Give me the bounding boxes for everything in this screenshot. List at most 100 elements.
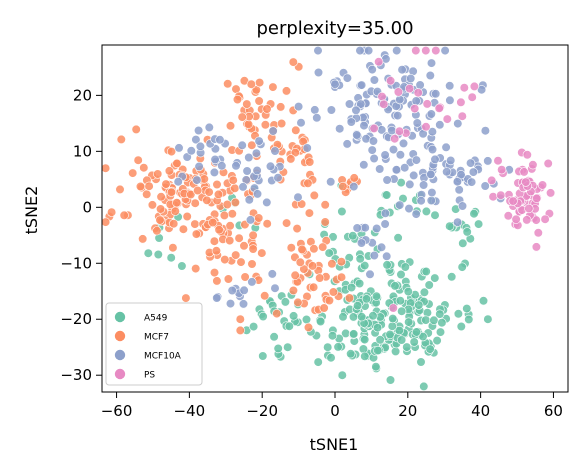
scatter-point-a549 [375,335,385,345]
scatter-point-mcf7 [182,211,192,222]
scatter-point-a549 [435,309,445,319]
scatter-point-mcf10a [387,125,397,136]
scatter-point-mcf10a [313,67,324,78]
scatter-point-mcf10a [419,180,429,190]
ticks-layer: −60 −40 −20 0 20 40 60 −30 −20 −10 0 10 20 [60,86,563,420]
scatter-point-mcf7 [214,225,224,235]
scatter-point-mcf7 [225,221,235,231]
scatter-point-mcf10a [174,143,184,153]
scatter-point-a549 [324,248,334,258]
scatter-point-a549 [396,269,406,280]
scatter-point-mcf7 [220,255,230,265]
scatter-point-mcf10a [352,223,362,233]
scatter-point-ps [522,150,532,160]
scatter-point-mcf7 [315,273,325,283]
scatter-point-mcf7 [288,57,298,67]
scatter-point-a549 [357,312,367,322]
scatter-point-mcf7 [168,243,178,253]
scatter-point-mcf10a [217,161,227,171]
scatter-point-a549 [382,190,392,200]
scatter-point-mcf10a [380,208,391,218]
scatter-point-a549 [453,309,464,319]
scatter-point-a549 [361,294,372,304]
scatter-point-mcf10a [446,155,456,166]
scatter-point-mcf10a [296,118,306,128]
scatter-point-mcf7 [202,195,212,205]
scatter-point-mcf7 [116,134,126,144]
scatter-point-mcf10a [393,110,403,121]
scatter-point-a549 [447,272,457,282]
legend-label-ps: PS [144,371,155,381]
scatter-point-mcf7 [138,234,148,244]
scatter-point-mcf7 [242,99,252,109]
scatter-point-mcf10a [215,135,225,145]
legend-label-mcf7: MCF7 [144,333,169,343]
scatter-point-a549 [323,342,333,352]
scatter-point-mcf10a [397,65,407,75]
scatter-point-mcf10a [360,223,370,233]
scatter-point-a549 [478,296,489,306]
scatter-point-a549 [360,261,370,271]
scatter-point-a549 [327,331,338,341]
scatter-point-mcf10a [426,58,437,68]
scatter-point-mcf10a [467,177,477,187]
scatter-point-mcf10a [426,195,436,206]
scatter-point-mcf7 [227,209,237,219]
scatter-point-mcf10a [441,142,451,152]
scatter-point-mcf7 [153,169,163,179]
scatter-point-mcf10a [238,182,248,192]
scatter-point-mcf10a [375,164,385,174]
scatter-point-mcf10a [392,45,402,56]
scatter-point-mcf7 [232,94,243,105]
scatter-point-mcf7 [190,219,200,229]
scatter-point-a549 [289,311,299,321]
scatter-point-a549 [390,281,400,291]
scatter-point-mcf7 [297,244,307,254]
scatter-point-a549 [273,343,283,354]
scatter-point-mcf10a [242,166,252,176]
scatter-point-a549 [469,209,479,219]
scatter-point-mcf10a [400,163,410,173]
scatter-point-a549 [462,304,472,314]
scatter-point-mcf10a [352,130,362,140]
scatter-point-mcf10a [367,145,377,155]
scatter-point-mcf10a [369,153,379,164]
scatter-point-ps [543,158,553,169]
legend-box [105,302,203,386]
scatter-point-mcf7 [303,178,313,188]
scatter-point-mcf7 [262,219,272,229]
scatter-point-a549 [414,300,424,310]
x-axis-label: tSNE1 [310,435,359,454]
scatter-point-mcf7 [282,218,292,228]
points-layer [100,45,556,392]
scatter-point-a549 [348,312,359,322]
scatter-point-mcf7 [204,187,214,197]
scatter-point-mcf7 [212,276,222,286]
scatter-point-ps [374,57,384,67]
scatter-point-mcf10a [342,73,353,83]
scatter-point-a549 [284,321,294,331]
scatter-point-ps [488,192,498,202]
scatter-point-mcf10a [382,251,392,261]
scatter-point-a549 [464,314,474,325]
scatter-point-a549 [435,327,446,337]
scatter-point-ps [522,215,532,225]
scatter-point-mcf10a [349,182,359,192]
scatter-point-mcf7 [191,264,201,274]
scatter-point-mcf10a [254,136,264,146]
scatter-point-mcf7 [219,210,229,220]
scatter-point-ps [531,215,541,225]
legend-label-a549: A549 [144,314,168,324]
x-tick-label: −40 [174,402,206,420]
scatter-point-mcf7 [318,242,328,252]
scatter-point-mcf7 [255,77,265,88]
scatter-point-a549 [395,296,405,306]
scatter-point-mcf10a [369,250,379,261]
scatter-point-mcf10a [335,124,345,134]
scatter-point-mcf10a [398,138,409,148]
scatter-point-mcf7 [262,104,272,114]
y-tick-label: 10 [73,142,92,160]
scatter-point-mcf10a [355,45,365,56]
scatter-point-a549 [385,329,395,340]
scatter-point-mcf10a [342,139,352,149]
